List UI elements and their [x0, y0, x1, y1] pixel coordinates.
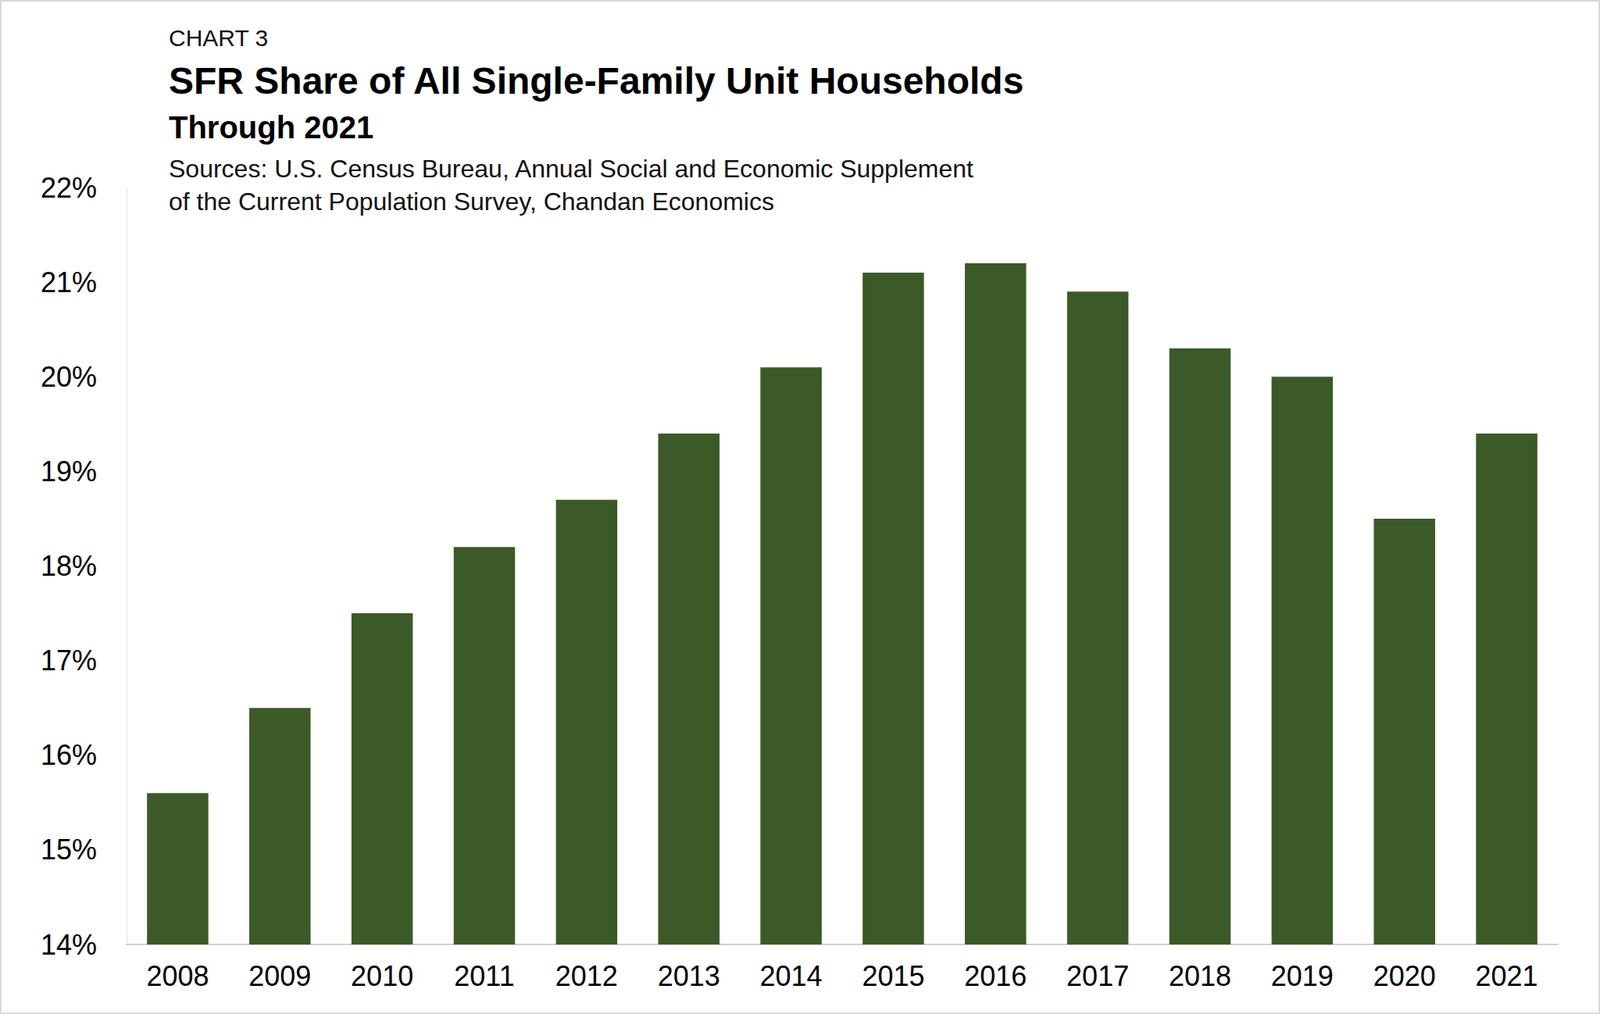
- svg-text:2017: 2017: [1066, 960, 1129, 993]
- svg-text:20%: 20%: [40, 360, 97, 393]
- svg-text:16%: 16%: [40, 739, 97, 772]
- svg-text:18%: 18%: [40, 550, 97, 583]
- svg-text:2010: 2010: [350, 960, 414, 993]
- svg-text:2014: 2014: [760, 960, 823, 993]
- svg-text:2011: 2011: [453, 960, 515, 993]
- svg-text:2019: 2019: [1271, 960, 1334, 993]
- svg-text:2021: 2021: [1475, 960, 1539, 993]
- svg-text:19%: 19%: [40, 455, 97, 488]
- svg-text:2015: 2015: [861, 960, 925, 993]
- svg-text:2016: 2016: [964, 960, 1027, 993]
- svg-text:of the Current Population Surv: of the Current Population Survey, Chanda…: [168, 187, 775, 216]
- svg-text:2020: 2020: [1373, 960, 1436, 993]
- svg-text:CHART 3: CHART 3: [168, 25, 268, 51]
- svg-text:2013: 2013: [657, 960, 721, 993]
- svg-text:2012: 2012: [555, 960, 618, 993]
- svg-text:17%: 17%: [40, 644, 97, 677]
- svg-text:21%: 21%: [40, 266, 97, 299]
- svg-text:Sources: U.S. Census Bureau, A: Sources: U.S. Census Bureau, Annual Soci…: [168, 154, 974, 183]
- svg-text:15%: 15%: [40, 833, 97, 866]
- svg-text:2008: 2008: [146, 960, 209, 993]
- svg-text:2018: 2018: [1168, 960, 1232, 993]
- svg-text:22%: 22%: [40, 171, 97, 204]
- svg-text:SFR Share of All Single-Family: SFR Share of All Single-Family Unit Hous…: [168, 60, 1024, 102]
- svg-text:14%: 14%: [40, 928, 97, 961]
- svg-text:Through 2021: Through 2021: [168, 110, 374, 145]
- svg-text:2009: 2009: [248, 960, 311, 993]
